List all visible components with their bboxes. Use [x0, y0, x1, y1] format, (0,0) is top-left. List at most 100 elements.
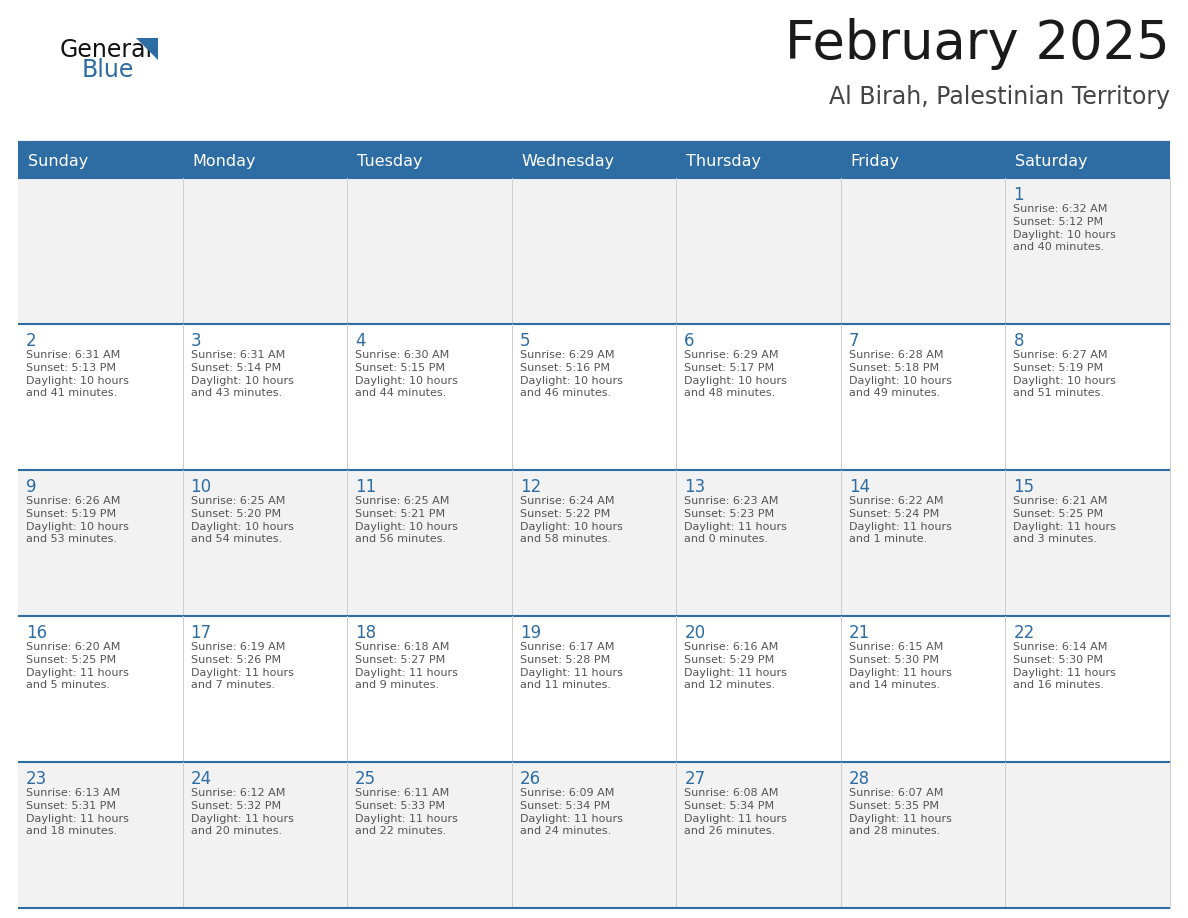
- Text: Sunrise: 6:31 AM
Sunset: 5:14 PM
Daylight: 10 hours
and 43 minutes.: Sunrise: 6:31 AM Sunset: 5:14 PM Dayligh…: [190, 350, 293, 398]
- Text: Sunrise: 6:28 AM
Sunset: 5:18 PM
Daylight: 10 hours
and 49 minutes.: Sunrise: 6:28 AM Sunset: 5:18 PM Dayligh…: [849, 350, 952, 398]
- Text: 13: 13: [684, 478, 706, 496]
- Text: Sunrise: 6:16 AM
Sunset: 5:29 PM
Daylight: 11 hours
and 12 minutes.: Sunrise: 6:16 AM Sunset: 5:29 PM Dayligh…: [684, 642, 788, 690]
- Bar: [183, 178, 347, 324]
- Text: Sunrise: 6:31 AM
Sunset: 5:13 PM
Daylight: 10 hours
and 41 minutes.: Sunrise: 6:31 AM Sunset: 5:13 PM Dayligh…: [26, 350, 128, 398]
- Text: Sunrise: 6:22 AM
Sunset: 5:24 PM
Daylight: 11 hours
and 1 minute.: Sunrise: 6:22 AM Sunset: 5:24 PM Dayligh…: [849, 496, 952, 544]
- Text: 12: 12: [519, 478, 541, 496]
- Text: 15: 15: [1013, 478, 1035, 496]
- Text: 20: 20: [684, 624, 706, 642]
- Bar: [183, 762, 347, 908]
- Text: Sunrise: 6:15 AM
Sunset: 5:30 PM
Daylight: 11 hours
and 14 minutes.: Sunrise: 6:15 AM Sunset: 5:30 PM Dayligh…: [849, 642, 952, 690]
- Text: 8: 8: [1013, 332, 1024, 350]
- Bar: [347, 178, 512, 324]
- Text: 11: 11: [355, 478, 377, 496]
- Text: Sunrise: 6:19 AM
Sunset: 5:26 PM
Daylight: 11 hours
and 7 minutes.: Sunrise: 6:19 AM Sunset: 5:26 PM Dayligh…: [190, 642, 293, 690]
- Text: Tuesday: Tuesday: [358, 154, 423, 169]
- Bar: [347, 324, 512, 470]
- Bar: [1005, 616, 1170, 762]
- Bar: [18, 145, 1170, 178]
- Bar: [841, 616, 1005, 762]
- Text: 10: 10: [190, 478, 211, 496]
- Bar: [512, 324, 676, 470]
- Text: Sunrise: 6:24 AM
Sunset: 5:22 PM
Daylight: 10 hours
and 58 minutes.: Sunrise: 6:24 AM Sunset: 5:22 PM Dayligh…: [519, 496, 623, 544]
- Bar: [347, 762, 512, 908]
- Text: 28: 28: [849, 770, 870, 788]
- Bar: [1005, 324, 1170, 470]
- Text: Sunrise: 6:18 AM
Sunset: 5:27 PM
Daylight: 11 hours
and 9 minutes.: Sunrise: 6:18 AM Sunset: 5:27 PM Dayligh…: [355, 642, 459, 690]
- Text: 19: 19: [519, 624, 541, 642]
- Text: Saturday: Saturday: [1016, 154, 1088, 169]
- Text: Sunrise: 6:27 AM
Sunset: 5:19 PM
Daylight: 10 hours
and 51 minutes.: Sunrise: 6:27 AM Sunset: 5:19 PM Dayligh…: [1013, 350, 1117, 398]
- Bar: [18, 616, 183, 762]
- Bar: [183, 324, 347, 470]
- Text: 26: 26: [519, 770, 541, 788]
- Text: 2: 2: [26, 332, 37, 350]
- Text: Sunrise: 6:14 AM
Sunset: 5:30 PM
Daylight: 11 hours
and 16 minutes.: Sunrise: 6:14 AM Sunset: 5:30 PM Dayligh…: [1013, 642, 1117, 690]
- Bar: [841, 324, 1005, 470]
- Text: 14: 14: [849, 478, 870, 496]
- Text: 16: 16: [26, 624, 48, 642]
- Text: 24: 24: [190, 770, 211, 788]
- Text: 17: 17: [190, 624, 211, 642]
- Bar: [18, 324, 183, 470]
- Text: 27: 27: [684, 770, 706, 788]
- Text: Monday: Monday: [192, 154, 257, 169]
- Text: Sunrise: 6:30 AM
Sunset: 5:15 PM
Daylight: 10 hours
and 44 minutes.: Sunrise: 6:30 AM Sunset: 5:15 PM Dayligh…: [355, 350, 459, 398]
- Text: 22: 22: [1013, 624, 1035, 642]
- Bar: [1005, 762, 1170, 908]
- Text: 9: 9: [26, 478, 37, 496]
- Text: Sunrise: 6:26 AM
Sunset: 5:19 PM
Daylight: 10 hours
and 53 minutes.: Sunrise: 6:26 AM Sunset: 5:19 PM Dayligh…: [26, 496, 128, 544]
- Text: Sunrise: 6:25 AM
Sunset: 5:20 PM
Daylight: 10 hours
and 54 minutes.: Sunrise: 6:25 AM Sunset: 5:20 PM Dayligh…: [190, 496, 293, 544]
- Bar: [512, 470, 676, 616]
- Text: Wednesday: Wednesday: [522, 154, 615, 169]
- Text: 23: 23: [26, 770, 48, 788]
- Text: Sunrise: 6:17 AM
Sunset: 5:28 PM
Daylight: 11 hours
and 11 minutes.: Sunrise: 6:17 AM Sunset: 5:28 PM Dayligh…: [519, 642, 623, 690]
- Bar: [841, 470, 1005, 616]
- Bar: [841, 762, 1005, 908]
- Text: Blue: Blue: [82, 58, 134, 82]
- Text: Sunrise: 6:13 AM
Sunset: 5:31 PM
Daylight: 11 hours
and 18 minutes.: Sunrise: 6:13 AM Sunset: 5:31 PM Dayligh…: [26, 788, 128, 836]
- Bar: [183, 616, 347, 762]
- Text: Sunrise: 6:25 AM
Sunset: 5:21 PM
Daylight: 10 hours
and 56 minutes.: Sunrise: 6:25 AM Sunset: 5:21 PM Dayligh…: [355, 496, 459, 544]
- Bar: [1005, 470, 1170, 616]
- Bar: [676, 324, 841, 470]
- Text: 5: 5: [519, 332, 530, 350]
- Bar: [183, 470, 347, 616]
- Text: 4: 4: [355, 332, 366, 350]
- Text: Thursday: Thursday: [687, 154, 762, 169]
- Text: February 2025: February 2025: [785, 18, 1170, 70]
- Text: Sunrise: 6:32 AM
Sunset: 5:12 PM
Daylight: 10 hours
and 40 minutes.: Sunrise: 6:32 AM Sunset: 5:12 PM Dayligh…: [1013, 204, 1117, 252]
- Text: General: General: [61, 38, 153, 62]
- Text: 7: 7: [849, 332, 859, 350]
- Text: 21: 21: [849, 624, 870, 642]
- Text: Sunrise: 6:12 AM
Sunset: 5:32 PM
Daylight: 11 hours
and 20 minutes.: Sunrise: 6:12 AM Sunset: 5:32 PM Dayligh…: [190, 788, 293, 836]
- Text: Sunrise: 6:20 AM
Sunset: 5:25 PM
Daylight: 11 hours
and 5 minutes.: Sunrise: 6:20 AM Sunset: 5:25 PM Dayligh…: [26, 642, 128, 690]
- Text: Sunrise: 6:07 AM
Sunset: 5:35 PM
Daylight: 11 hours
and 28 minutes.: Sunrise: 6:07 AM Sunset: 5:35 PM Dayligh…: [849, 788, 952, 836]
- Bar: [512, 178, 676, 324]
- Text: Friday: Friday: [851, 154, 899, 169]
- Text: 18: 18: [355, 624, 377, 642]
- Bar: [841, 178, 1005, 324]
- Text: 1: 1: [1013, 186, 1024, 204]
- Text: Sunrise: 6:23 AM
Sunset: 5:23 PM
Daylight: 11 hours
and 0 minutes.: Sunrise: 6:23 AM Sunset: 5:23 PM Dayligh…: [684, 496, 788, 544]
- Text: 6: 6: [684, 332, 695, 350]
- Text: Sunday: Sunday: [29, 154, 88, 169]
- Bar: [676, 470, 841, 616]
- Bar: [676, 178, 841, 324]
- Text: Al Birah, Palestinian Territory: Al Birah, Palestinian Territory: [829, 85, 1170, 109]
- Bar: [347, 616, 512, 762]
- Text: 25: 25: [355, 770, 377, 788]
- Text: Sunrise: 6:21 AM
Sunset: 5:25 PM
Daylight: 11 hours
and 3 minutes.: Sunrise: 6:21 AM Sunset: 5:25 PM Dayligh…: [1013, 496, 1117, 544]
- Bar: [676, 616, 841, 762]
- Bar: [18, 762, 183, 908]
- Bar: [676, 762, 841, 908]
- Text: Sunrise: 6:29 AM
Sunset: 5:16 PM
Daylight: 10 hours
and 46 minutes.: Sunrise: 6:29 AM Sunset: 5:16 PM Dayligh…: [519, 350, 623, 398]
- Bar: [512, 616, 676, 762]
- Polygon shape: [135, 38, 158, 60]
- Text: Sunrise: 6:08 AM
Sunset: 5:34 PM
Daylight: 11 hours
and 26 minutes.: Sunrise: 6:08 AM Sunset: 5:34 PM Dayligh…: [684, 788, 788, 836]
- Text: Sunrise: 6:29 AM
Sunset: 5:17 PM
Daylight: 10 hours
and 48 minutes.: Sunrise: 6:29 AM Sunset: 5:17 PM Dayligh…: [684, 350, 788, 398]
- Bar: [1005, 178, 1170, 324]
- Text: Sunrise: 6:09 AM
Sunset: 5:34 PM
Daylight: 11 hours
and 24 minutes.: Sunrise: 6:09 AM Sunset: 5:34 PM Dayligh…: [519, 788, 623, 836]
- Bar: [512, 762, 676, 908]
- Bar: [347, 470, 512, 616]
